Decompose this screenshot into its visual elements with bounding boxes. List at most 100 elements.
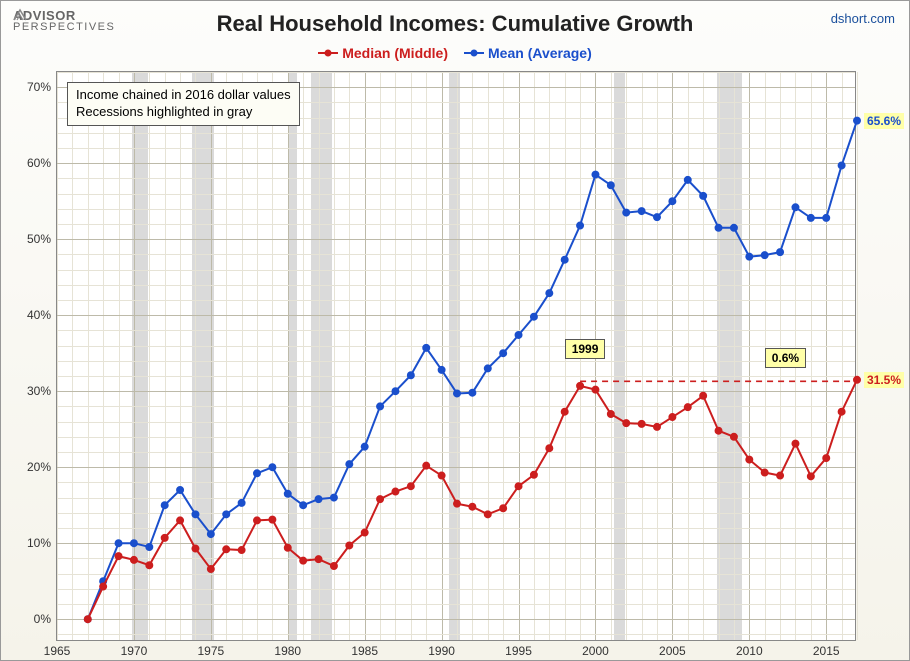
series-marker-mean <box>654 214 661 221</box>
y-axis-label: 10% <box>17 536 57 550</box>
series-marker-mean <box>838 162 845 169</box>
y-axis-label: 60% <box>17 156 57 170</box>
end-label: 65.6% <box>864 113 904 129</box>
series-marker-mean <box>715 224 722 231</box>
series-marker-mean <box>777 249 784 256</box>
series-marker-mean <box>438 366 445 373</box>
series-marker-median <box>300 557 307 564</box>
chart-title: Real Household Incomes: Cumulative Growt… <box>1 11 909 37</box>
x-axis-label: 2010 <box>736 640 763 658</box>
series-marker-mean <box>454 390 461 397</box>
x-axis-label: 1980 <box>274 640 301 658</box>
series-marker-median <box>530 471 537 478</box>
x-axis-label: 1985 <box>351 640 378 658</box>
series-marker-mean <box>854 117 861 124</box>
series-marker-median <box>377 496 384 503</box>
series-marker-median <box>469 503 476 510</box>
series-marker-median <box>284 544 291 551</box>
series-marker-mean <box>761 252 768 259</box>
series-marker-mean <box>346 461 353 468</box>
series-marker-mean <box>607 182 614 189</box>
series-marker-median <box>192 545 199 552</box>
series-marker-median <box>407 483 414 490</box>
series-marker-median <box>84 616 91 623</box>
series-marker-median <box>207 566 214 573</box>
series-marker-median <box>638 420 645 427</box>
series-marker-mean <box>530 313 537 320</box>
series-marker-mean <box>561 256 568 263</box>
plot-area: 0%10%20%30%40%50%60%70%19651970197519801… <box>56 71 856 641</box>
series-marker-mean <box>254 470 261 477</box>
series-marker-median <box>607 411 614 418</box>
x-axis-label: 1970 <box>121 640 148 658</box>
series-marker-median <box>330 563 337 570</box>
series-marker-mean <box>315 496 322 503</box>
series-line-mean <box>88 121 857 620</box>
y-axis-label: 0% <box>17 612 57 626</box>
note-box: Income chained in 2016 dollar valuesRece… <box>67 82 300 126</box>
legend-label: Median (Middle) <box>342 45 448 61</box>
x-axis-label: 1995 <box>505 640 532 658</box>
series-marker-median <box>777 472 784 479</box>
series-marker-median <box>561 408 568 415</box>
callout-label: 1999 <box>565 339 606 359</box>
series-marker-median <box>838 408 845 415</box>
series-marker-median <box>161 534 168 541</box>
series-marker-median <box>684 404 691 411</box>
series-marker-mean <box>192 511 199 518</box>
series-marker-median <box>392 488 399 495</box>
series-marker-median <box>500 505 507 512</box>
series-marker-mean <box>300 502 307 509</box>
series-marker-mean <box>361 443 368 450</box>
series-marker-median <box>592 386 599 393</box>
series-marker-mean <box>177 487 184 494</box>
series-marker-median <box>254 517 261 524</box>
series-marker-median <box>146 562 153 569</box>
series-marker-median <box>423 462 430 469</box>
series-marker-mean <box>269 464 276 471</box>
series-marker-median <box>730 433 737 440</box>
series-marker-median <box>546 445 553 452</box>
x-axis-label: 2015 <box>813 640 840 658</box>
series-marker-median <box>346 542 353 549</box>
series-marker-mean <box>407 372 414 379</box>
callout-label: 0.6% <box>765 348 806 368</box>
y-axis-label: 70% <box>17 80 57 94</box>
series-marker-median <box>130 556 137 563</box>
series-marker-mean <box>515 331 522 338</box>
series-marker-mean <box>746 253 753 260</box>
series-marker-mean <box>238 499 245 506</box>
series-marker-mean <box>392 388 399 395</box>
series-marker-mean <box>623 209 630 216</box>
series-line-median <box>88 380 857 619</box>
series-marker-mean <box>546 290 553 297</box>
end-label: 31.5% <box>864 372 904 388</box>
legend-item-mean: Mean (Average) <box>464 45 592 61</box>
series-marker-median <box>577 382 584 389</box>
series-marker-median <box>115 553 122 560</box>
series-marker-median <box>515 483 522 490</box>
series-marker-mean <box>684 176 691 183</box>
series-marker-mean <box>223 511 230 518</box>
series-marker-median <box>746 456 753 463</box>
series-marker-mean <box>577 222 584 229</box>
series-marker-mean <box>500 350 507 357</box>
x-axis-label: 1975 <box>197 640 224 658</box>
series-marker-mean <box>115 540 122 547</box>
legend: Median (Middle) Mean (Average) <box>1 41 909 61</box>
series-marker-median <box>100 583 107 590</box>
series-marker-mean <box>330 494 337 501</box>
series-marker-median <box>669 414 676 421</box>
legend-item-median: Median (Middle) <box>318 45 448 61</box>
series-marker-median <box>715 427 722 434</box>
series-marker-median <box>361 529 368 536</box>
series-marker-mean <box>146 544 153 551</box>
series-marker-mean <box>700 192 707 199</box>
series-marker-mean <box>207 531 214 538</box>
series-marker-median <box>854 376 861 383</box>
x-axis-label: 2000 <box>582 640 609 658</box>
series-marker-mean <box>807 214 814 221</box>
x-axis-label: 1990 <box>428 640 455 658</box>
series-marker-median <box>807 473 814 480</box>
series-marker-median <box>484 511 491 518</box>
